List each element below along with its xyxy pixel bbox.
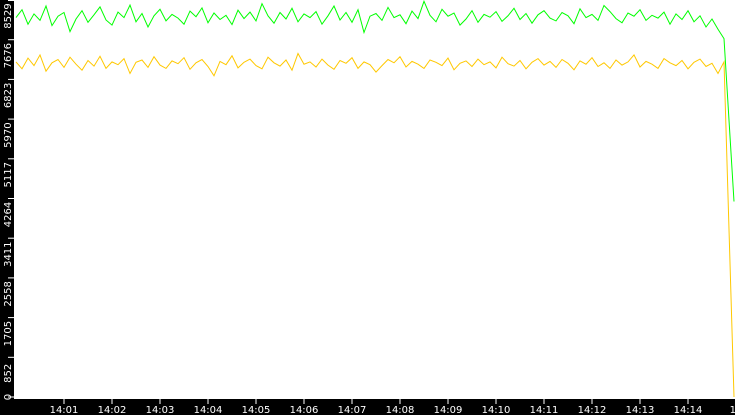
y-tick-label: 852 <box>3 364 14 383</box>
x-tick-label: 14:11 <box>530 405 559 415</box>
y-tick-label: 8529 <box>3 3 14 28</box>
y-tick-label: 5117 <box>3 162 14 187</box>
y-axis-bar <box>0 0 14 399</box>
x-tick-label: 14 <box>730 405 735 415</box>
x-axis-bar <box>0 399 735 415</box>
x-tick-label: 14:04 <box>194 405 223 415</box>
y-tick-label: 0 <box>3 394 14 400</box>
x-tick-label: 14:09 <box>434 405 463 415</box>
y-tick-label: 4264 <box>3 202 14 227</box>
series-line-1 <box>15 52 735 398</box>
x-tick-label: 14:03 <box>146 405 175 415</box>
x-ticks: 14:01 14:02 14:03 14:04 14:05 14:06 14:07 14:08… <box>50 399 735 415</box>
x-tick-label: 14:12 <box>578 405 607 415</box>
y-tick-label: 3411 <box>3 241 14 266</box>
series-layer <box>15 0 735 398</box>
x-tick-label: 14:10 <box>482 405 511 415</box>
y-tick-label: 6823 <box>3 83 14 108</box>
x-tick-label: 14:01 <box>50 405 79 415</box>
y-tick-label: 1705 <box>3 321 14 346</box>
x-tick-label: 14:06 <box>290 405 319 415</box>
x-tick-label: 14:08 <box>386 405 415 415</box>
series-line-0 <box>15 0 735 202</box>
y-tick-label: 2558 <box>3 281 14 306</box>
y-tick-label: 5970 <box>3 122 14 147</box>
x-tick-label: 14:14 <box>674 405 703 415</box>
x-tick-label: 14:05 <box>242 405 271 415</box>
x-tick-label: 14:02 <box>98 405 127 415</box>
y-ticks: 0 852 1705 2558 3411 4264 5117 5970 6823 7676 8529 <box>3 0 14 400</box>
x-tick-label: 14:07 <box>338 405 367 415</box>
y-tick-label: 7676 <box>3 43 14 68</box>
x-tick-label: 14:13 <box>626 405 655 415</box>
